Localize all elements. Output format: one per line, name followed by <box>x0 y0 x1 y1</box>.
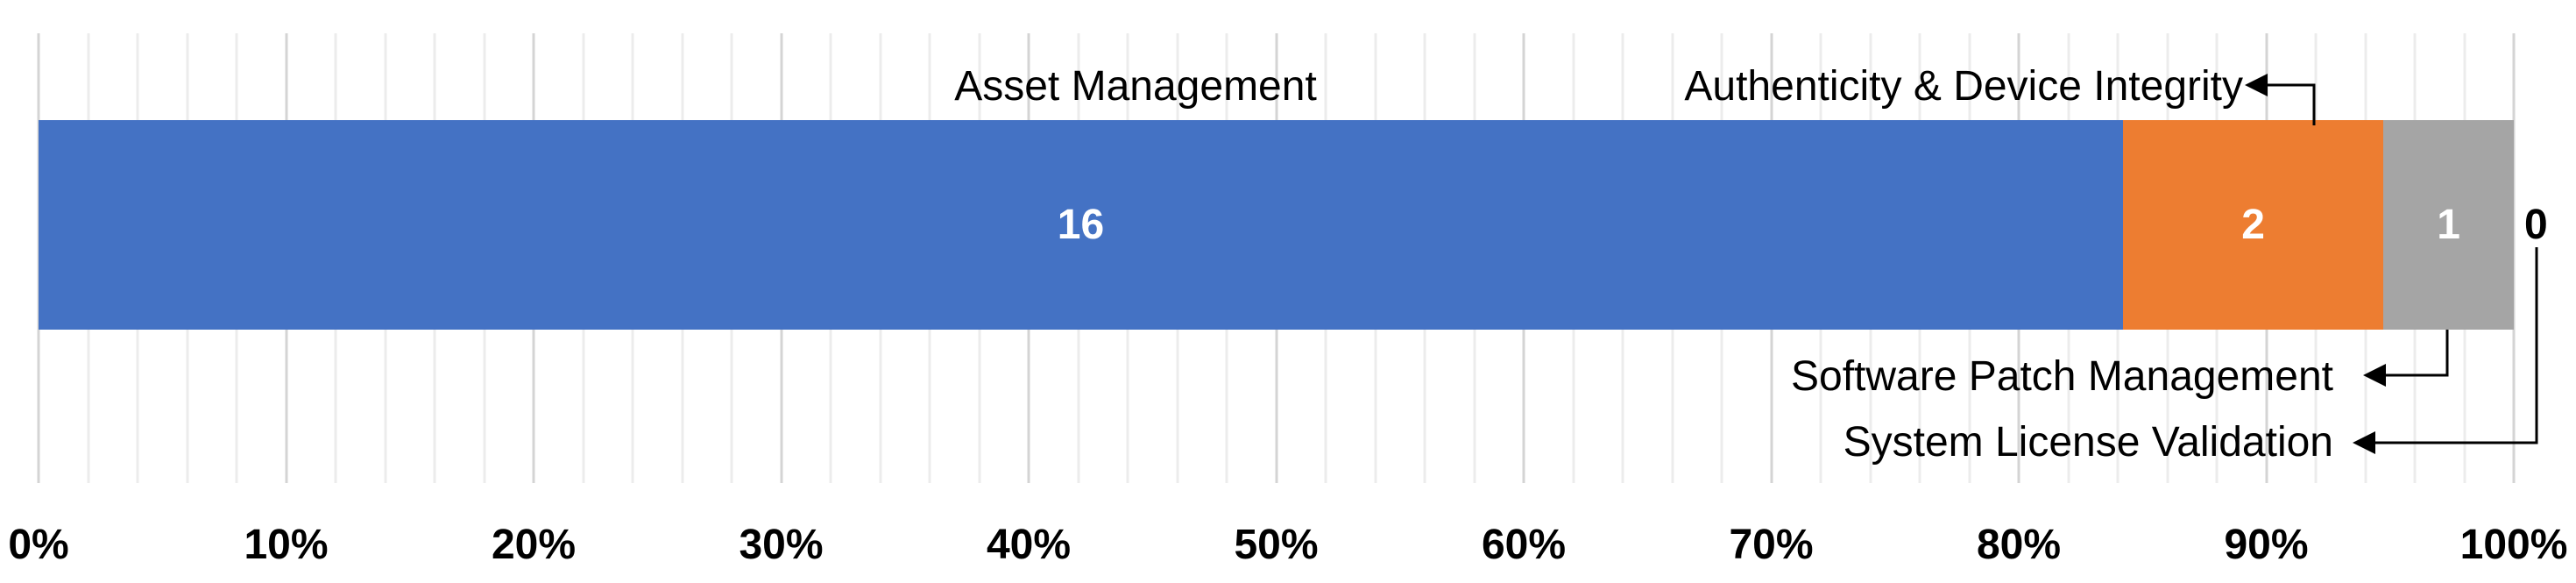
bar-segment-software-patch-management: 1 <box>2383 120 2514 330</box>
x-axis-tick: 10% <box>244 522 329 568</box>
callout-asset-management: Asset Management <box>954 63 1317 110</box>
x-axis-tick: 100% <box>2459 522 2568 568</box>
x-axis-tick: 40% <box>986 522 1072 568</box>
callout-authenticity-device-integrity: Authenticity & Device Integrity <box>1684 63 2243 110</box>
callout-software-patch-management: Software Patch Management <box>1790 353 2333 400</box>
x-axis-tick: 60% <box>1481 522 1567 568</box>
plot-area: 16 2 1 0 <box>37 33 2548 483</box>
data-label-authenticity-device-integrity: 2 <box>2241 201 2265 248</box>
x-axis-tick: 90% <box>2224 522 2309 568</box>
stacked-bar: 16 2 1 0 <box>39 120 2548 330</box>
x-axis-tick: 0% <box>8 522 69 568</box>
callout-system-license-validation: System License Validation <box>1843 419 2333 466</box>
x-axis-tick: 50% <box>1234 522 1319 568</box>
data-label-software-patch-management: 1 <box>2437 201 2460 248</box>
bar-segment-asset-management: 16 <box>39 120 2123 330</box>
x-axis-tick: 80% <box>1976 522 2062 568</box>
x-axis-tick: 20% <box>491 522 577 568</box>
x-axis-tick: 70% <box>1729 522 1814 568</box>
x-axis: 0% 10% 20% 30% 40% 50% 60% 70% 80% 90% 100% <box>8 519 2567 572</box>
data-label-system-license-validation: 0 <box>2524 201 2548 248</box>
data-label-asset-management: 16 <box>1057 201 1105 248</box>
bar-segment-authenticity-device-integrity: 2 <box>2122 120 2384 330</box>
x-axis-tick: 30% <box>739 522 824 568</box>
